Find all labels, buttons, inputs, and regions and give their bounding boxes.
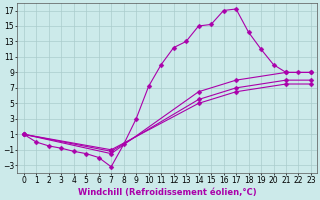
X-axis label: Windchill (Refroidissement éolien,°C): Windchill (Refroidissement éolien,°C) xyxy=(78,188,257,197)
